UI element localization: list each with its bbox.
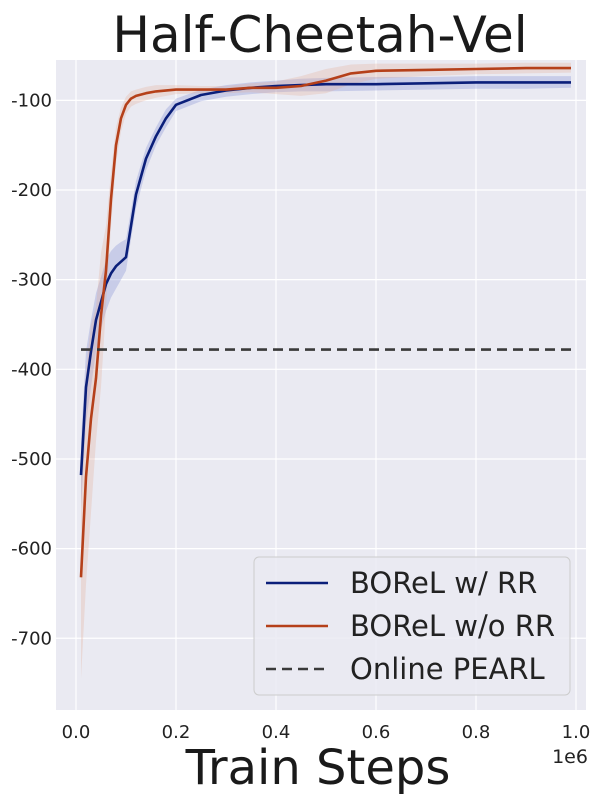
x-axis-ticks: 0.0 0.2 0.4 0.6 0.8 1.0 [62,722,591,743]
legend-items: BOReL w/ RR BOReL w/o RR Online PEARL [266,566,555,686]
grid-layer [56,60,586,710]
x-axis-label: Train Steps [185,740,451,796]
legend-label: Online PEARL [350,652,545,686]
y-tick-label: -500 [11,449,52,470]
legend-label: BOReL w/o RR [350,609,555,643]
x-tick-label: 0.4 [262,722,291,743]
legend-label: BOReL w/ RR [350,566,537,600]
y-tick-label: -600 [11,539,52,560]
x-axis-scale-label: 1e6 [552,746,588,768]
legend: BOReL w/ RR BOReL w/o RR Online PEARL [253,556,571,696]
series-line [79,66,571,578]
y-axis-ticks: -700 -600 -500 -400 -300 -200 -100 [11,90,52,649]
y-tick-label: -400 [11,359,52,380]
chart-title: Half-Cheetah-Vel [112,6,527,64]
x-tick-label: 1.0 [562,722,591,743]
y-tick-label: -200 [11,180,52,201]
series-lines [79,66,571,578]
x-tick-label: 0.8 [462,722,491,743]
y-tick-label: -100 [11,90,52,111]
y-tick-label: -300 [11,270,52,291]
x-tick-label: 0.6 [362,722,391,743]
x-tick-label: 0.2 [162,722,191,743]
legend-box [253,556,571,696]
y-tick-label: -700 [11,628,52,649]
x-tick-label: 0.0 [62,722,91,743]
